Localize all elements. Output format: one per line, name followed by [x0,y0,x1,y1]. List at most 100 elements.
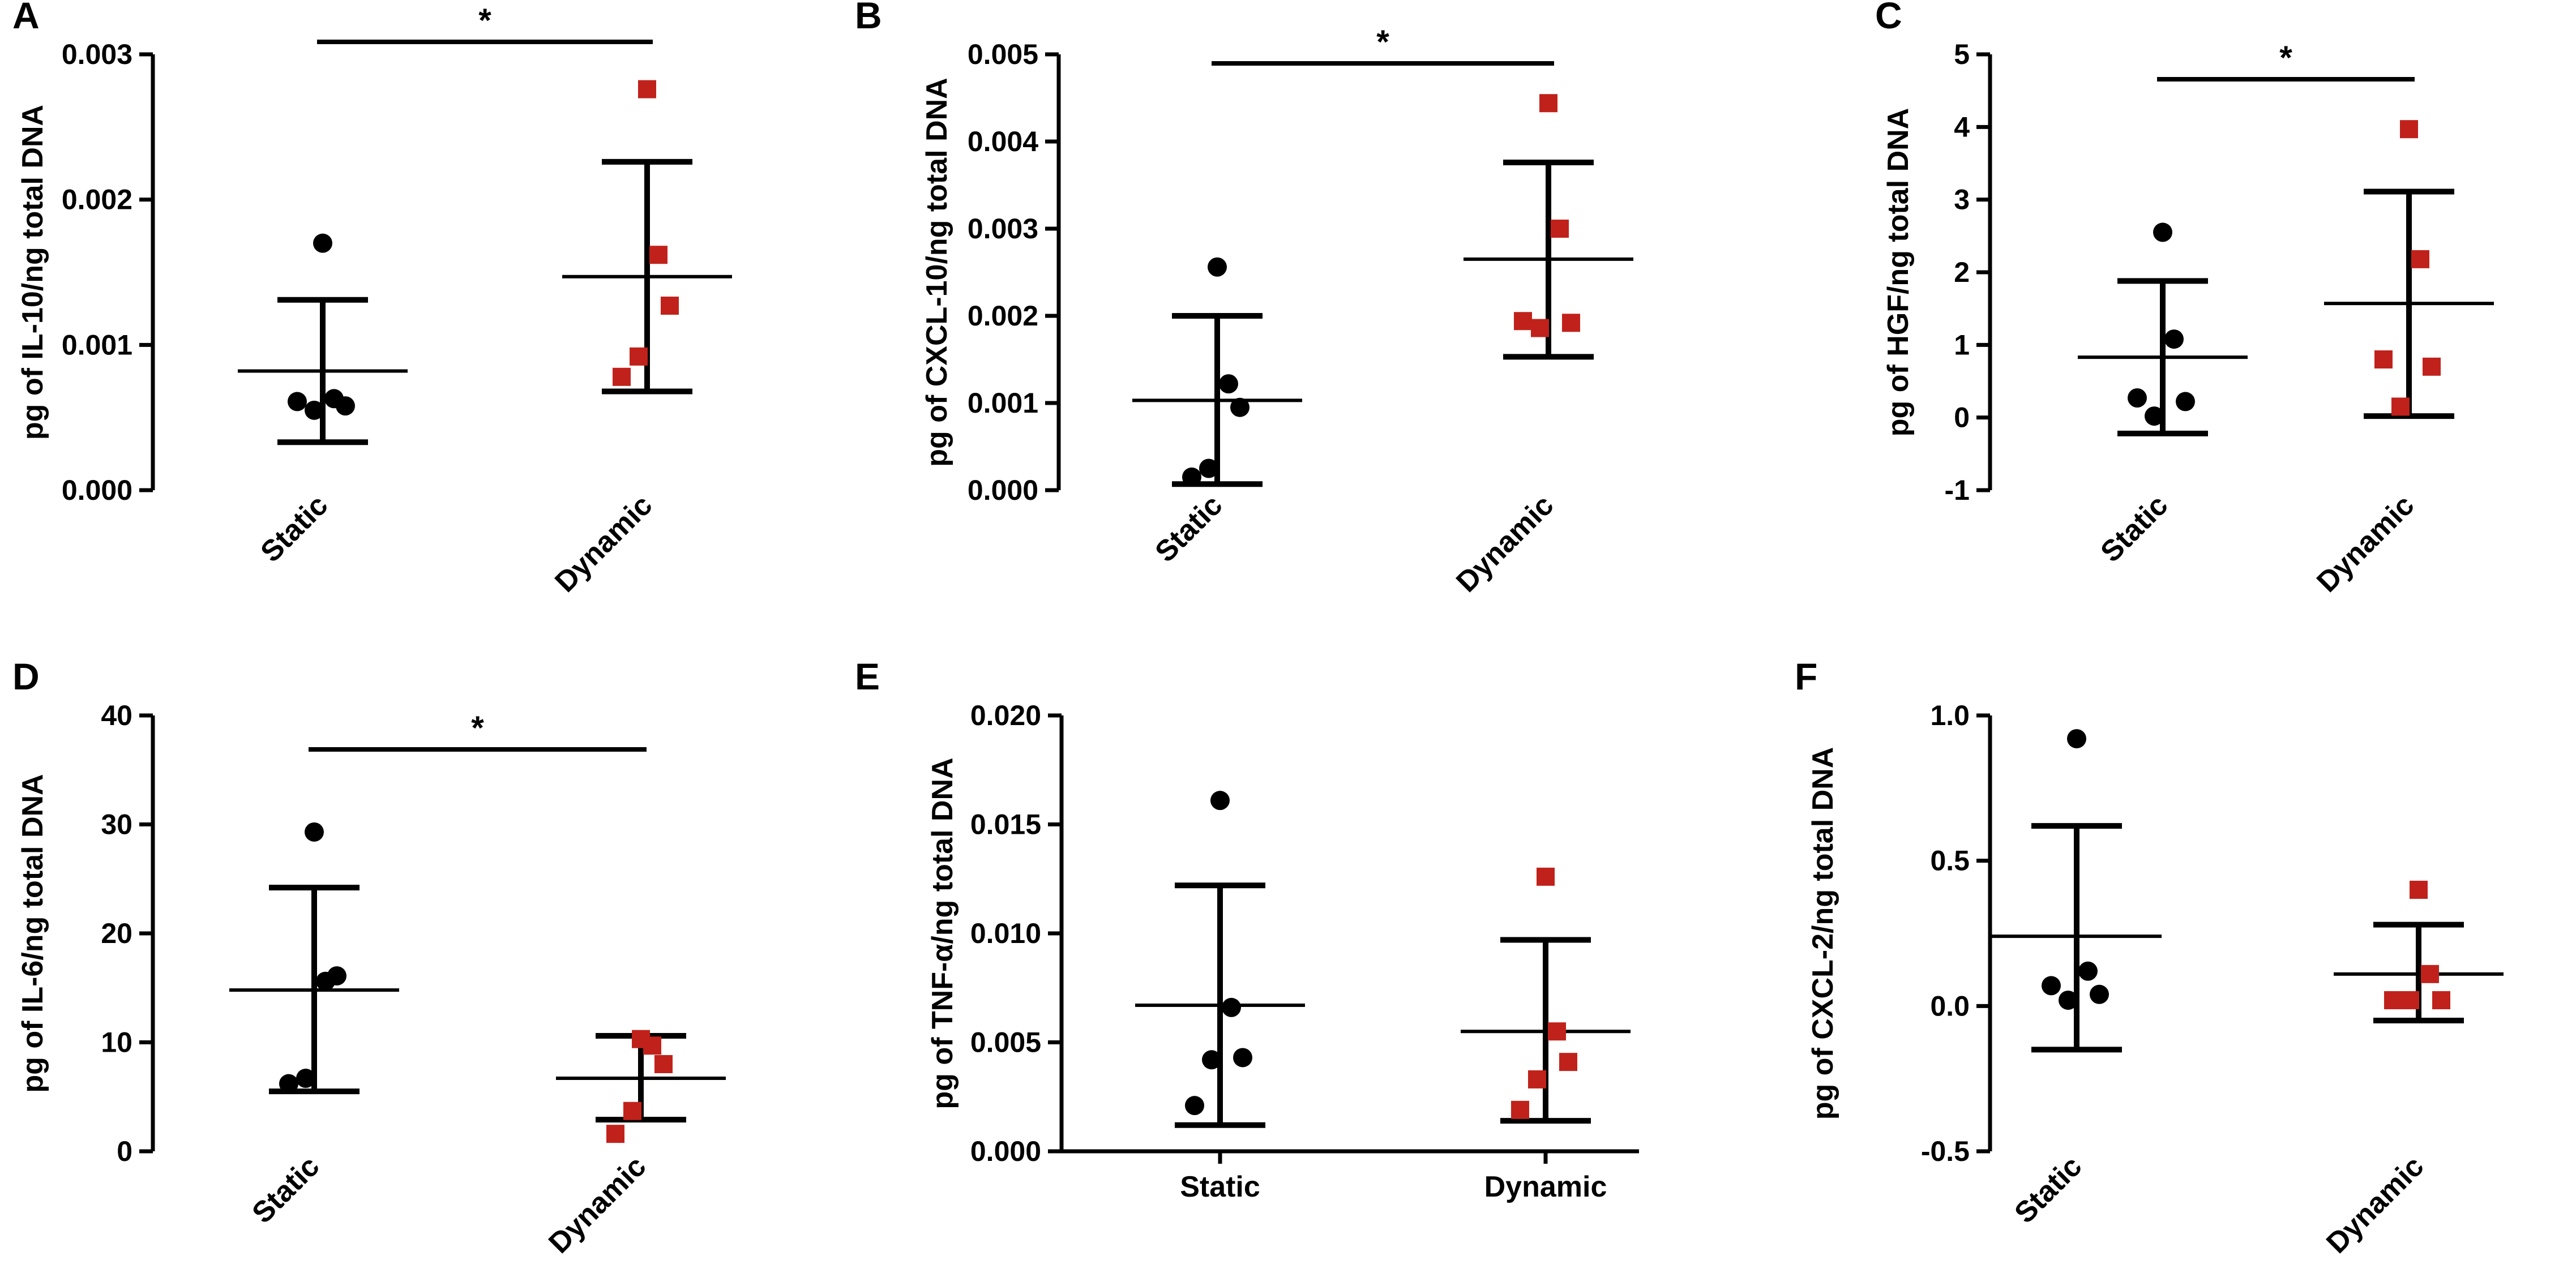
data-point [613,367,631,386]
x-tick-label: Dynamic [549,488,658,598]
data-point [296,1069,315,1088]
y-axis-label: pg of CXCL-2/ng total DNA [1807,747,1839,1120]
data-point [623,1101,641,1120]
panel-a: A 0.000 0.001 0.002 0.003 pg of IL-10/ng tota… [12,0,732,599]
data-point [654,1055,673,1073]
data-point [279,1074,298,1094]
panel-label: F [1795,655,1817,697]
y-tick-label: 0.015 [970,809,1041,841]
data-point [1222,997,1241,1017]
panel-label: C [1875,0,1902,36]
data-point [1182,467,1201,487]
data-point [313,233,332,253]
data-point [649,246,667,264]
y-tick-label: 0.003 [62,38,132,70]
y-tick-label: -0.5 [1921,1135,1970,1167]
y-tick-label: -1 [1945,474,1970,506]
x-tick-label: Static [2008,1150,2088,1229]
data-point [316,971,335,991]
data-point [2410,881,2428,899]
data-point [2164,329,2184,349]
y-axis-label: pg of TNF-α/ng total DNA [926,757,959,1109]
significance-marker: * [2279,40,2292,76]
panel-label: A [12,0,40,36]
data-point [2176,392,2195,411]
data-point [1230,397,1250,417]
data-point [1531,319,1549,337]
data-point [2384,991,2402,1010]
y-tick-label: 0 [117,1135,132,1167]
x-tick-label: Dynamic [542,1150,652,1259]
y-tick-label: 0.0 [1930,990,1970,1022]
y-axis-label: pg of CXCL-10/ng total DNA [921,78,953,467]
y-tick-label: 0.000 [62,474,132,506]
data-point [324,389,344,409]
data-point [661,297,679,315]
y-tick-label: 40 [101,700,132,731]
y-tick-label: 30 [101,809,132,841]
significance-marker: * [1376,24,1389,61]
data-point [1537,867,1555,886]
x-tick-label: Static [1180,1171,1260,1203]
y-tick-label: 0.020 [970,700,1041,731]
data-point [1551,220,1569,238]
panel-label: B [855,0,882,36]
y-axis-label: pg of HGF/ng total DNA [1882,108,1915,437]
data-point [2067,729,2086,749]
y-tick-label: 0.005 [968,38,1038,70]
panel-d: D 0 10 20 30 40 pg of IL-6/ng total DNA Static D… [12,655,726,1260]
data-point [1548,1022,1566,1041]
data-point [638,80,656,98]
data-point [2059,991,2078,1010]
panel-e: E 0.000 0.005 0.010 0.015 0.020 pg of TNF-α/ng… [855,655,1639,1203]
panel-b: B 0.000 0.001 0.002 0.003 0.004 0.005 pg of CXC… [855,0,1633,599]
data-point [1559,1053,1577,1071]
panel-c: C -1 0 1 2 3 4 5 pg of HGF/ng total DNA Static Dyn… [1875,0,2494,599]
y-tick-label: 3 [1954,184,1970,216]
y-tick-label: 20 [101,918,132,949]
x-tick-label: Static [246,1150,326,1229]
data-point [2432,991,2450,1010]
data-point [2145,406,2164,426]
data-point [2391,397,2410,416]
panel-label: D [12,655,40,697]
data-point [2153,222,2172,242]
panel-label: E [855,655,880,697]
y-tick-label: 2 [1954,256,1970,288]
data-point [1199,458,1218,478]
data-point [632,1030,650,1048]
x-tick-label: Dynamic [2320,1150,2430,1259]
y-tick-label: 0 [1954,402,1970,434]
data-point [1208,257,1227,277]
x-tick-label: Dynamic [2310,488,2420,598]
y-tick-label: 0.000 [970,1135,1041,1167]
y-tick-label: 0.5 [1930,845,1970,877]
y-axis-label: pg of IL-6/ng total DNA [16,774,49,1092]
data-point [2421,964,2439,983]
x-tick-label: Dynamic [1450,488,1560,598]
data-point [1511,1100,1529,1119]
y-tick-label: 4 [1954,111,1970,143]
data-point [2400,120,2418,139]
x-tick-label: Dynamic [1484,1171,1607,1203]
data-point [2411,250,2429,268]
y-tick-label: 0.002 [968,300,1038,332]
data-point [305,400,324,420]
y-tick-label: 1.0 [1930,700,1970,731]
y-tick-label: 10 [101,1027,132,1058]
data-point [2042,976,2061,996]
data-point [1539,94,1557,113]
data-point [1202,1050,1221,1070]
y-tick-label: 0.003 [968,213,1038,245]
y-tick-label: 0.000 [968,474,1038,506]
data-point [2078,961,2098,981]
data-point [1233,1048,1252,1068]
data-point [630,347,648,366]
y-tick-label: 0.005 [970,1027,1041,1058]
significance-marker: * [478,2,491,39]
data-point [1219,374,1238,394]
data-point [2374,350,2393,368]
y-tick-label: 0.010 [970,918,1041,949]
y-tick-label: 0.002 [62,184,132,216]
data-point [2401,991,2419,1010]
